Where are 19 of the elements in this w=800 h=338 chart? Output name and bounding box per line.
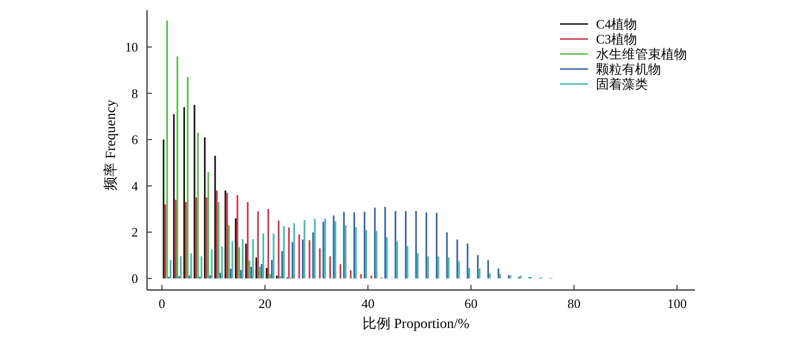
x-tick-label: 20	[258, 296, 272, 311]
y-tick-label: 4	[132, 178, 138, 194]
y-tick-label: 2	[132, 224, 138, 240]
x-tick-label: 80	[567, 296, 580, 311]
x-tick-label: 0	[158, 296, 166, 311]
y-tick-label: 8	[132, 86, 138, 101]
y-axis-title: 频率 Frequency	[103, 100, 119, 190]
x-tick-label: 60	[464, 296, 478, 311]
legend-label: 固着藻类	[596, 76, 648, 92]
legend-label: 颗粒有机物	[596, 62, 661, 76]
legend-label: C3植物	[596, 32, 638, 46]
y-tick-label: 6	[132, 132, 138, 148]
x-axis-title: 比例 Proportion/%	[362, 316, 470, 332]
y-tick-label: 10	[125, 40, 138, 55]
legend-label: 水生维管束植物	[596, 46, 687, 62]
x-tick-label: 40	[361, 296, 374, 311]
x-tick-label: 100	[667, 296, 687, 311]
y-tick-label: 0	[132, 270, 138, 286]
legend-label: C4植物	[596, 16, 638, 32]
